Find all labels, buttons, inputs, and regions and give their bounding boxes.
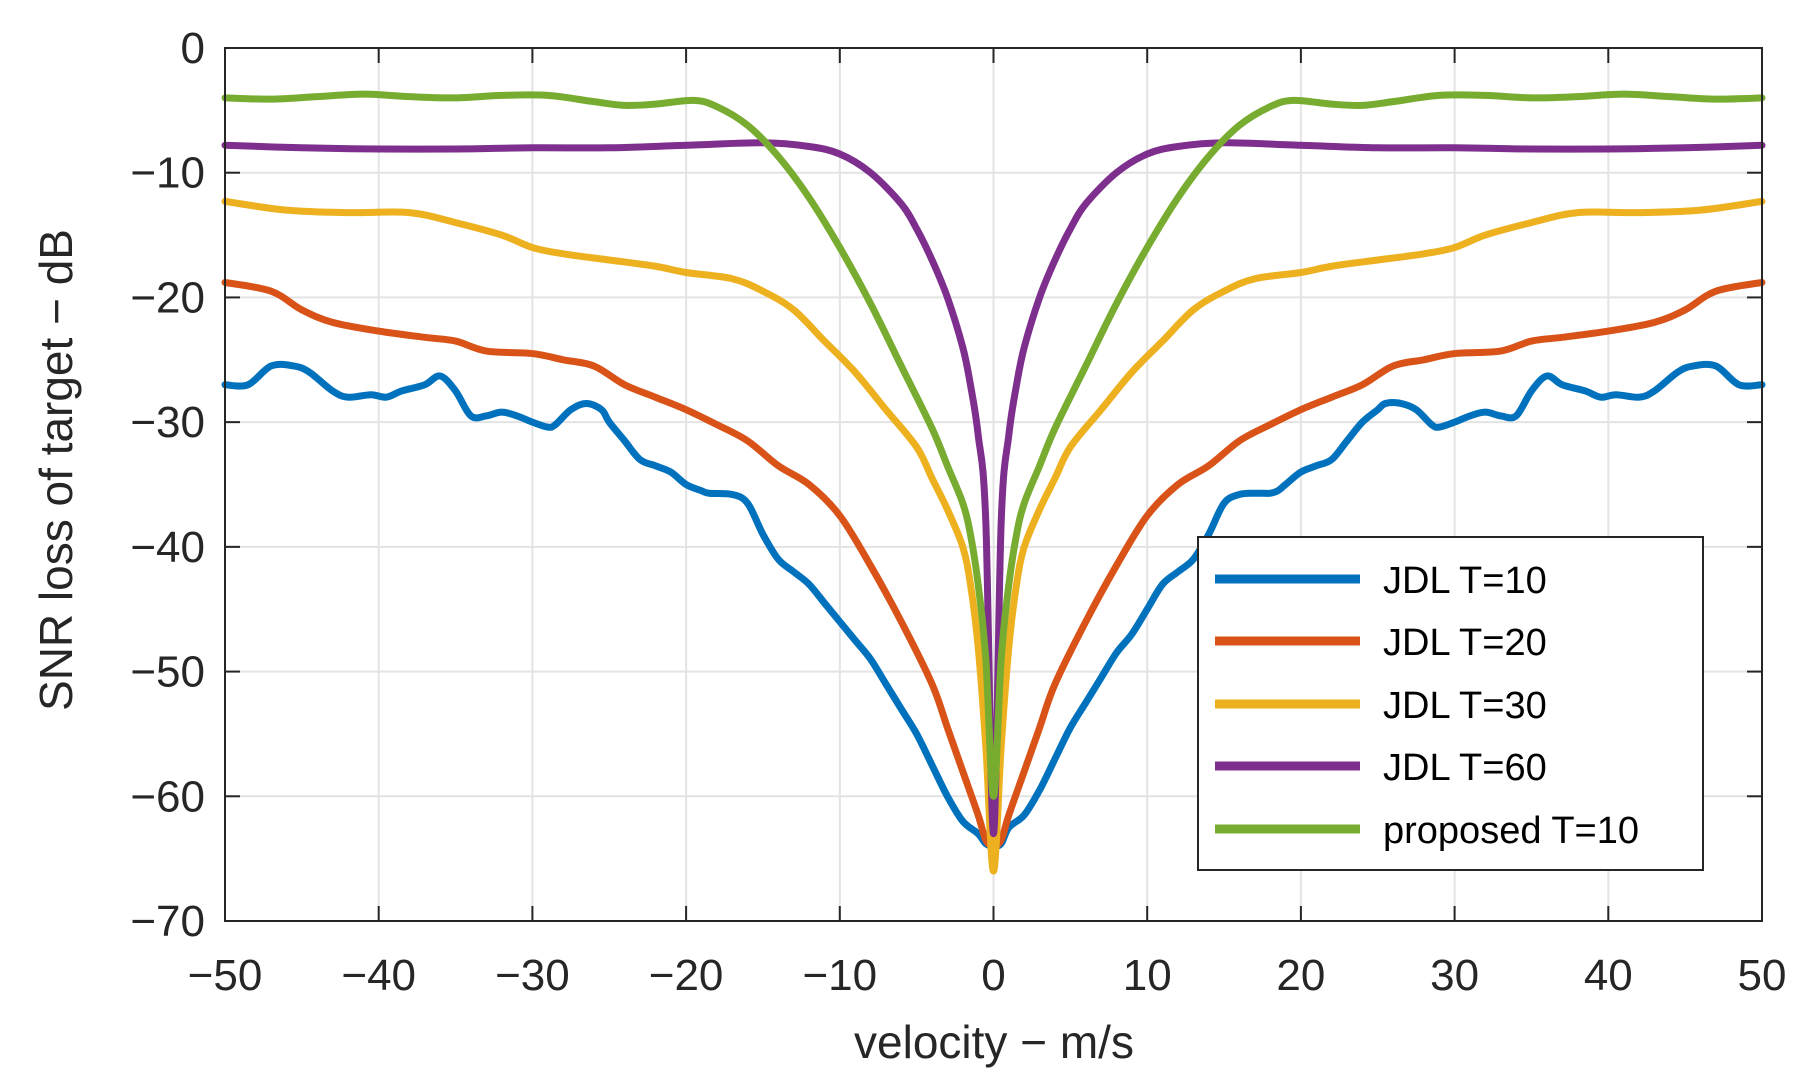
- y-tick-label: −10: [130, 149, 205, 198]
- x-tick-label: −40: [341, 951, 416, 1000]
- x-tick-label: 50: [1738, 951, 1787, 1000]
- legend-item: JDL T=10: [1215, 560, 1547, 602]
- series-line-jdl-t60: [221, 139, 1766, 838]
- legend-label-jdl-t20: JDL T=20: [1383, 622, 1547, 664]
- y-tick-label: −50: [130, 648, 205, 697]
- y-tick-label: −40: [130, 523, 205, 572]
- x-tick-label: −10: [802, 951, 877, 1000]
- legend-item: proposed T=10: [1215, 810, 1639, 852]
- legend-label-jdl-t30: JDL T=30: [1383, 685, 1547, 727]
- x-tick-label: 20: [1276, 951, 1325, 1000]
- y-tick-label: −60: [130, 772, 205, 821]
- legend-item: JDL T=60: [1215, 747, 1547, 789]
- y-tick-labels: 0 −10 −20 −30 −40 −50 −60 −70: [130, 24, 205, 946]
- x-tick-label: −50: [188, 951, 263, 1000]
- x-tick-label: 10: [1123, 951, 1172, 1000]
- legend-item: JDL T=30: [1215, 685, 1547, 727]
- series-line-proposed-t10: [221, 90, 1766, 800]
- x-tick-label: 40: [1584, 951, 1633, 1000]
- legend-label-jdl-t10: JDL T=10: [1383, 560, 1547, 602]
- series-lines: [221, 90, 1766, 875]
- y-axis-label: SNR loss of target − dB: [30, 229, 82, 711]
- x-tick-label: −30: [495, 951, 570, 1000]
- x-axis-label: velocity − m/s: [854, 1016, 1134, 1068]
- series-line-jdl-t30: [221, 197, 1766, 875]
- legend-label-proposed-t10: proposed T=10: [1383, 810, 1639, 852]
- y-tick-label: 0: [181, 24, 205, 73]
- legend-label-jdl-t60: JDL T=60: [1383, 747, 1547, 789]
- legend: JDL T=10 JDL T=20 JDL T=30 JDL T=60 prop…: [1197, 536, 1704, 871]
- y-tick-label: −30: [130, 398, 205, 447]
- x-tick-label: 30: [1430, 951, 1479, 1000]
- x-tick-labels: −50 −40 −30 −20 −10 0 10 20 30 40 50: [188, 951, 1787, 1000]
- axis-ticks: [224, 47, 1763, 922]
- x-tick-label: −20: [649, 951, 724, 1000]
- legend-item: JDL T=20: [1215, 622, 1547, 664]
- y-tick-label: −70: [130, 897, 205, 946]
- y-tick-label: −20: [130, 273, 205, 322]
- x-tick-label: 0: [981, 951, 1005, 1000]
